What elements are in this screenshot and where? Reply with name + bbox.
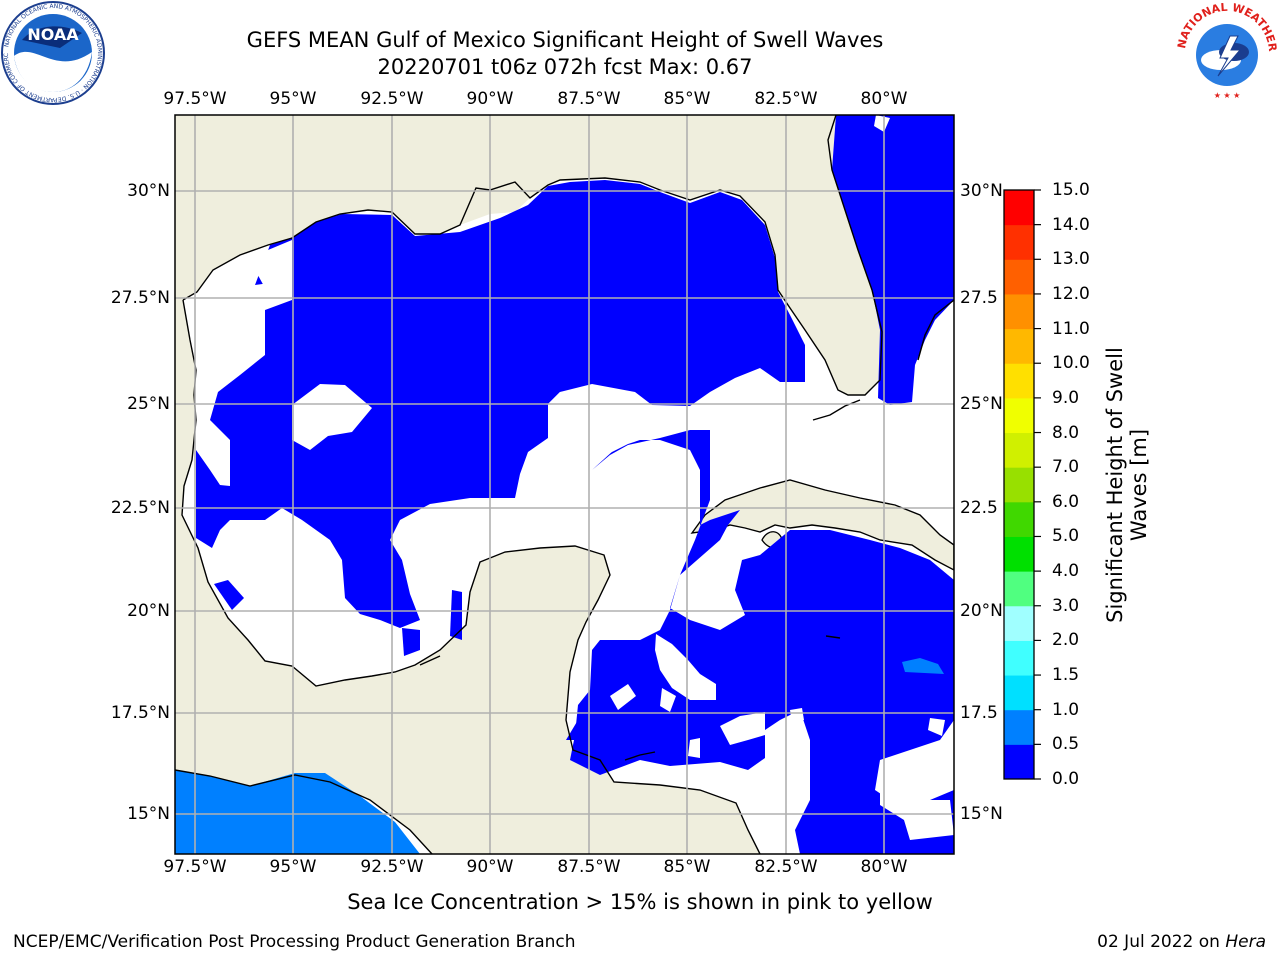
colorbar-swatch bbox=[1004, 432, 1034, 468]
lon-label-bottom: 80°W bbox=[860, 857, 908, 877]
nws-logo: NATIONAL WEATHER SERVICE ★ ★ ★ bbox=[1174, 0, 1279, 103]
cuba-land bbox=[690, 479, 954, 571]
colorbar-swatch bbox=[1004, 605, 1034, 641]
lon-label-bottom: 97.5°W bbox=[163, 857, 227, 877]
map-subtitle: 20220701 t06z 072h fcst Max: 0.67 bbox=[377, 55, 753, 79]
lon-label-bottom: 82.5°W bbox=[754, 857, 818, 877]
colorbar-label: Significant Height of Swell Waves [m] bbox=[1103, 347, 1151, 623]
colorbar-tick-label: 14.0 bbox=[1052, 214, 1090, 235]
footer-date-text: 02 Jul 2022 on bbox=[1097, 932, 1226, 952]
colorbar-swatch bbox=[1004, 224, 1034, 260]
lat-label-right: 20°N bbox=[960, 601, 1003, 621]
colorbar-swatch bbox=[1004, 397, 1034, 434]
colorbar-tick-label: 13.0 bbox=[1052, 249, 1090, 270]
colorbar-tick-label: 4.0 bbox=[1052, 561, 1080, 582]
map-frame bbox=[174, 114, 955, 855]
lon-label-bottom: 90°W bbox=[466, 857, 514, 877]
noaa-logo: NATIONAL OCEANIC AND ATMOSPHERIC ADMINIS… bbox=[0, 0, 105, 105]
colorbar-swatch bbox=[1004, 259, 1034, 295]
lat-label-left: 20°N bbox=[127, 601, 170, 621]
lon-label-top: 90°W bbox=[466, 89, 514, 109]
lat-label-right: 25°N bbox=[960, 394, 1003, 414]
colorbar-tick-label: 11.0 bbox=[1052, 318, 1090, 339]
footer-host: Hera bbox=[1225, 932, 1266, 952]
colorbar-swatch bbox=[1004, 640, 1034, 676]
lon-label-top: 80°W bbox=[860, 89, 908, 109]
lon-label-bottom: 95°W bbox=[269, 857, 317, 877]
colorbar-swatch bbox=[1004, 501, 1034, 537]
colorbar-swatch bbox=[1004, 363, 1034, 399]
lat-label-right: 27.5 bbox=[960, 288, 998, 308]
colorbar-tick-label: 0.0 bbox=[1052, 769, 1080, 789]
colorbar-swatch bbox=[1004, 744, 1034, 780]
lat-label-right: 15°N bbox=[960, 804, 1003, 824]
colorbar-swatch bbox=[1004, 675, 1034, 711]
colorbar-tick-label: 6.0 bbox=[1052, 491, 1080, 512]
lon-label-bottom: 92.5°W bbox=[360, 857, 424, 877]
lat-label-left: 15°N bbox=[127, 804, 170, 824]
lat-label-left: 22.5°N bbox=[110, 498, 170, 518]
colorbar-swatch bbox=[1004, 536, 1034, 572]
footer-branch: NCEP/EMC/Verification Post Processing Pr… bbox=[13, 932, 576, 952]
svg-text:★ ★ ★: ★ ★ ★ bbox=[1214, 91, 1241, 100]
colorbar-tick-label: 10.0 bbox=[1052, 353, 1090, 374]
colorbar-tick-label: 2.0 bbox=[1052, 630, 1080, 651]
map-title: GEFS MEAN Gulf of Mexico Significant Hei… bbox=[246, 28, 884, 52]
colorbar-tick-label: 5.0 bbox=[1052, 526, 1080, 547]
noaa-logo-text: NOAA bbox=[27, 25, 79, 44]
lon-label-top: 97.5°W bbox=[163, 89, 227, 109]
colorbar-tick-label: 15.0 bbox=[1052, 180, 1090, 200]
lon-label-top: 85°W bbox=[663, 89, 711, 109]
lat-label-left: 25°N bbox=[127, 394, 170, 414]
lat-label-right: 17.5 bbox=[960, 703, 998, 723]
lat-label-right: 22.5 bbox=[960, 498, 998, 518]
colorbar-swatch bbox=[1004, 467, 1034, 503]
lon-label-top: 82.5°W bbox=[754, 89, 818, 109]
footer-date: 02 Jul 2022 on Hera bbox=[1097, 932, 1266, 952]
colorbar-swatch bbox=[1004, 571, 1034, 607]
colorbar-tick-label: 3.0 bbox=[1052, 595, 1080, 616]
colorbar-tick-label: 12.0 bbox=[1052, 283, 1090, 304]
colorbar-swatch bbox=[1004, 328, 1034, 364]
colorbar-swatch bbox=[1004, 293, 1034, 330]
colorbar-tick-label: 1.0 bbox=[1052, 699, 1080, 720]
lat-label-left: 17.5°N bbox=[110, 703, 170, 723]
lon-label-top: 87.5°W bbox=[557, 89, 621, 109]
lon-label-bottom: 87.5°W bbox=[557, 857, 621, 877]
lon-label-top: 95°W bbox=[269, 89, 317, 109]
colorbar-swatch bbox=[1004, 190, 1034, 226]
lat-label-right: 30°N bbox=[960, 181, 1003, 201]
colorbar-swatch bbox=[1004, 709, 1034, 745]
lat-label-left: 30°N bbox=[127, 181, 170, 201]
colorbar bbox=[1004, 189, 1041, 780]
swell-mid-regions bbox=[175, 658, 944, 854]
colorbar-tick-label: 1.5 bbox=[1052, 665, 1080, 686]
colorbar-tick-label: 8.0 bbox=[1052, 422, 1080, 443]
lon-label-bottom: 85°W bbox=[663, 857, 711, 877]
lon-label-top: 92.5°W bbox=[360, 89, 424, 109]
colorbar-tick-label: 9.0 bbox=[1052, 387, 1080, 408]
colorbar-tick-label: 7.0 bbox=[1052, 457, 1080, 478]
coastlines bbox=[175, 115, 954, 854]
lat-label-left: 27.5°N bbox=[110, 288, 170, 308]
sea-ice-note: Sea Ice Concentration > 15% is shown in … bbox=[347, 890, 933, 914]
lat-lon-grid bbox=[175, 115, 954, 854]
colorbar-frame bbox=[1003, 189, 1035, 780]
colorbar-tick-label: 0.5 bbox=[1052, 734, 1080, 755]
